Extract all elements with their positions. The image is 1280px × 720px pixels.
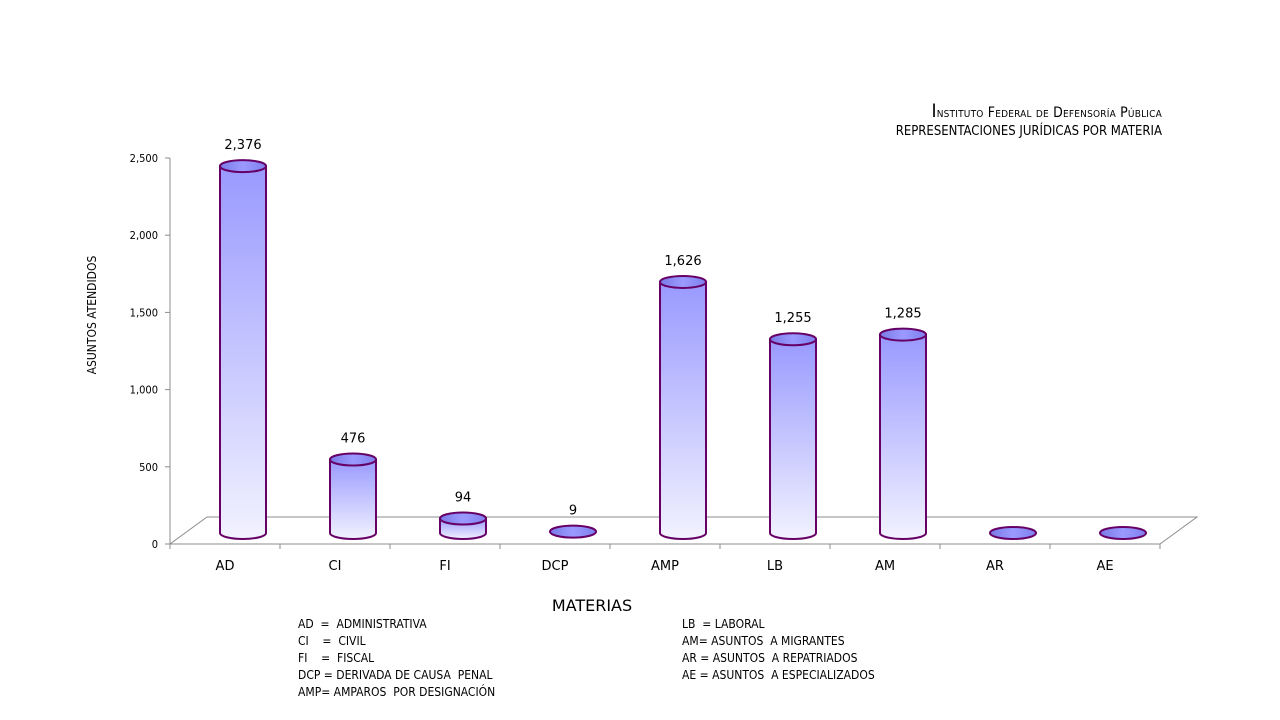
x-tick-label: DCP	[542, 559, 569, 574]
bar-top	[439, 511, 487, 526]
bar-top	[769, 332, 817, 347]
bar-body	[219, 165, 267, 540]
bar-top	[329, 452, 377, 467]
bar-top	[879, 327, 927, 342]
bar-body	[769, 338, 817, 540]
legend-item: FI = FISCAL	[298, 651, 375, 665]
legend-item: LB = LABORAL	[682, 617, 765, 631]
chart-title-block: Instituto Federal de Defensoría Pública …	[896, 100, 1162, 139]
y-tick-label: 2,500	[130, 152, 158, 165]
x-tick-label: FI	[439, 559, 450, 574]
bar-ci: 476	[329, 432, 377, 540]
data-label: 1,285	[884, 307, 921, 322]
bar-body	[329, 458, 377, 540]
legend-item: AMP= AMPAROS POR DESIGNACIÓN	[298, 685, 496, 699]
y-tick-label: 1,500	[130, 306, 158, 319]
legend-item: AE = ASUNTOS A ESPECIALIZADOS	[682, 668, 875, 682]
legend-item: DCP = DERIVADA DE CAUSA PENAL	[298, 668, 493, 682]
bar-dcp: 9	[549, 504, 597, 539]
data-label: 94	[455, 490, 472, 505]
legend-item: CI = CIVIL	[298, 634, 366, 648]
bar-am: 1,285	[879, 307, 927, 540]
data-label: 9	[569, 504, 577, 519]
x-tick-label: AM	[875, 559, 895, 574]
legend-item: AR = ASUNTOS A REPATRIADOS	[682, 651, 858, 665]
y-tick-label: 1,000	[130, 384, 158, 397]
bar-top	[219, 159, 267, 174]
axes: 0 500 1,000 1,500 2,000 2,500 AD CI FI DCP AMP LB AM…	[130, 152, 1199, 574]
x-tick-label: AD	[216, 559, 235, 574]
x-tick-label: AR	[986, 559, 1004, 574]
x-tick-label: LB	[767, 559, 783, 574]
legend-right: LB = LABORAL AM= ASUNTOS A MIGRANTES AR …	[682, 616, 875, 684]
data-label: 476	[341, 432, 366, 447]
bar-fi: 94	[439, 490, 487, 540]
legend-left: AD = ADMINISTRATIVA CI = CIVIL FI = FISC…	[298, 616, 495, 701]
x-tick-label: AMP	[651, 559, 679, 574]
bar-top	[989, 526, 1037, 540]
bar-top	[549, 524, 597, 539]
legend-item: AM= ASUNTOS A MIGRANTES	[682, 634, 845, 648]
chart-title: Instituto Federal de Defensoría Pública	[931, 100, 1162, 122]
x-tick-label: AE	[1096, 559, 1113, 574]
bar-amp: 1,626	[659, 254, 707, 540]
bar-ad: 2,376	[219, 138, 267, 540]
y-tick-label: 0	[152, 538, 158, 551]
legend-item: AD = ADMINISTRATIVA	[298, 617, 427, 631]
bar-top	[659, 274, 707, 289]
x-tick-label: CI	[329, 559, 342, 574]
data-label: 1,626	[664, 254, 701, 269]
bars: 2,376 476 94 9 1,626 1,255 1,285	[219, 138, 1147, 540]
bar-lb: 1,255	[769, 311, 817, 540]
y-tick-label: 500	[139, 461, 158, 474]
bar-body	[879, 333, 927, 540]
bar-top	[1099, 526, 1147, 540]
x-axis-title: MATERIAS	[552, 596, 632, 615]
chart-subtitle: REPRESENTACIONES JURÍDICAS POR MATERIA	[895, 124, 1162, 139]
bar-ar	[989, 526, 1037, 540]
bar-body	[659, 280, 707, 540]
y-axis-title: ASUNTOS ATENDIDOS	[85, 256, 99, 375]
data-label: 1,255	[774, 311, 811, 326]
bar-ae	[1099, 526, 1147, 540]
data-label: 2,376	[224, 138, 261, 153]
y-tick-label: 2,000	[130, 229, 158, 242]
